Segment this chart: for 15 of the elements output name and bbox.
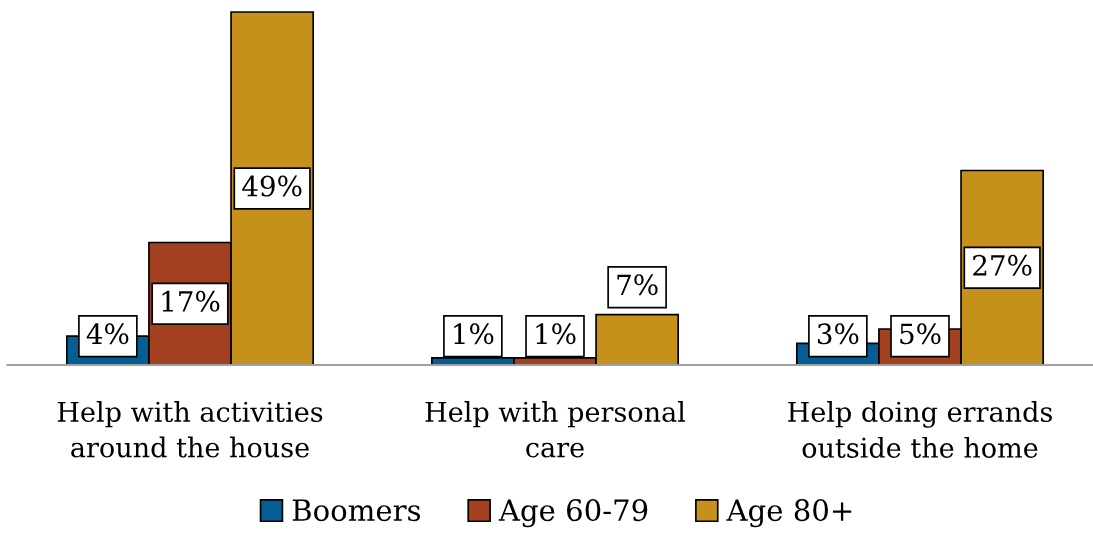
data-label: 1% xyxy=(536,323,576,345)
data-label: 17% xyxy=(162,290,220,312)
data-label: 3% xyxy=(817,323,859,345)
data-label: 5% xyxy=(900,323,941,345)
x-tick-label: Help with activities around the house xyxy=(57,401,323,458)
data-label: 1% xyxy=(454,323,494,345)
data-label: 7% xyxy=(617,274,658,296)
x-tick-label: Help with personal care xyxy=(425,401,686,458)
data-label: 4% xyxy=(86,323,129,345)
data-label: 49% xyxy=(242,175,302,197)
legend-label: Boomers xyxy=(292,499,421,522)
data-label: 27% xyxy=(973,254,1032,276)
legend-label: Age 80+ xyxy=(726,499,852,528)
x-tick-label: Help doing errands outside the home xyxy=(788,401,1052,458)
legend-label: Age 60-79 xyxy=(498,499,648,528)
